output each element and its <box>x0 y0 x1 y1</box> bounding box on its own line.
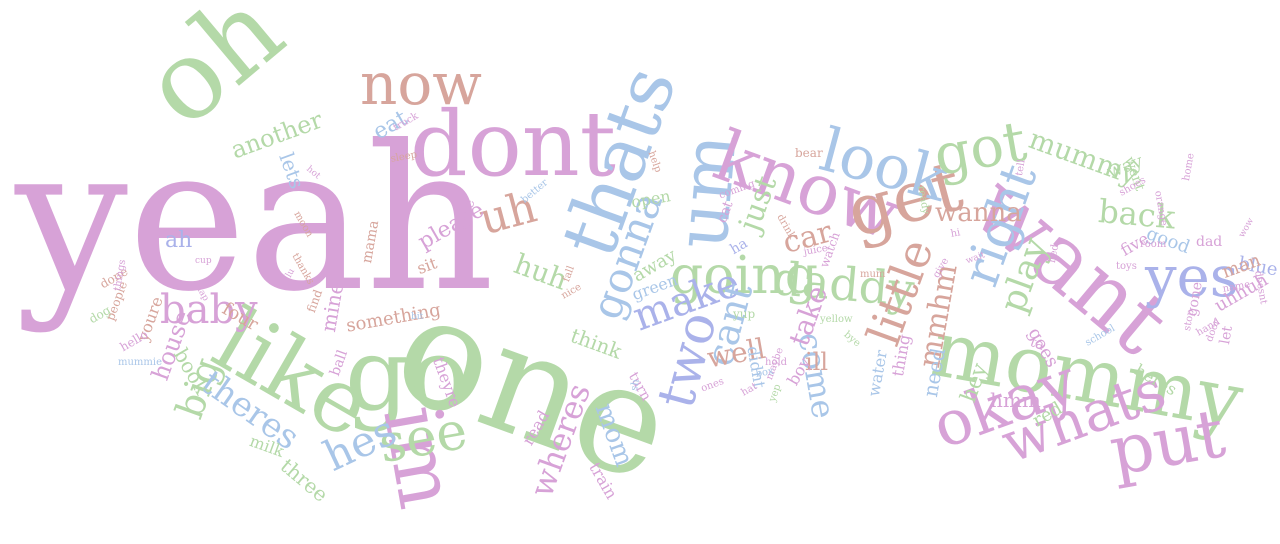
cloud-word: hi <box>949 227 962 240</box>
cloud-word: ah <box>165 228 193 253</box>
cloud-word: going <box>670 246 819 306</box>
cloud-word: bit <box>411 312 424 322</box>
cloud-word: thing <box>888 332 915 378</box>
cloud-word: go <box>345 316 470 433</box>
cloud-word: wow <box>1237 216 1257 240</box>
cloud-word: fall <box>561 264 577 284</box>
cloud-word: toys <box>1116 261 1137 272</box>
cloud-word: now <box>360 50 482 118</box>
cloud-word: bear <box>795 146 823 160</box>
cloud-word: baby <box>160 287 258 333</box>
cloud-word: yes <box>1145 245 1239 310</box>
cloud-word: hmm <box>990 388 1041 412</box>
cloud-word: yup <box>733 307 756 321</box>
cloud-word: yellow <box>820 314 853 325</box>
cloud-word: huh <box>509 247 572 297</box>
cloud-word: mum <box>860 269 886 280</box>
cloud-word: wanna <box>935 198 1022 228</box>
cloud-word: water <box>864 348 891 398</box>
cloud-word: yep <box>767 382 784 404</box>
cloud-word: three <box>275 453 333 507</box>
cloud-word: sh <box>629 378 642 392</box>
cloud-word: ill <box>805 348 829 376</box>
cloud-word: home <box>1181 152 1197 182</box>
cloud-word: yeah <box>15 103 495 336</box>
cloud-word: dont <box>410 92 616 197</box>
cloud-word: lot <box>260 244 272 254</box>
cloud-word: let <box>1217 324 1236 346</box>
cloud-word: mummie <box>118 357 163 368</box>
cloud-word: hold <box>765 357 788 368</box>
cloud-word: room <box>1140 239 1167 250</box>
cloud-word: cup <box>195 256 212 266</box>
cloud-word: dad <box>1196 234 1223 250</box>
